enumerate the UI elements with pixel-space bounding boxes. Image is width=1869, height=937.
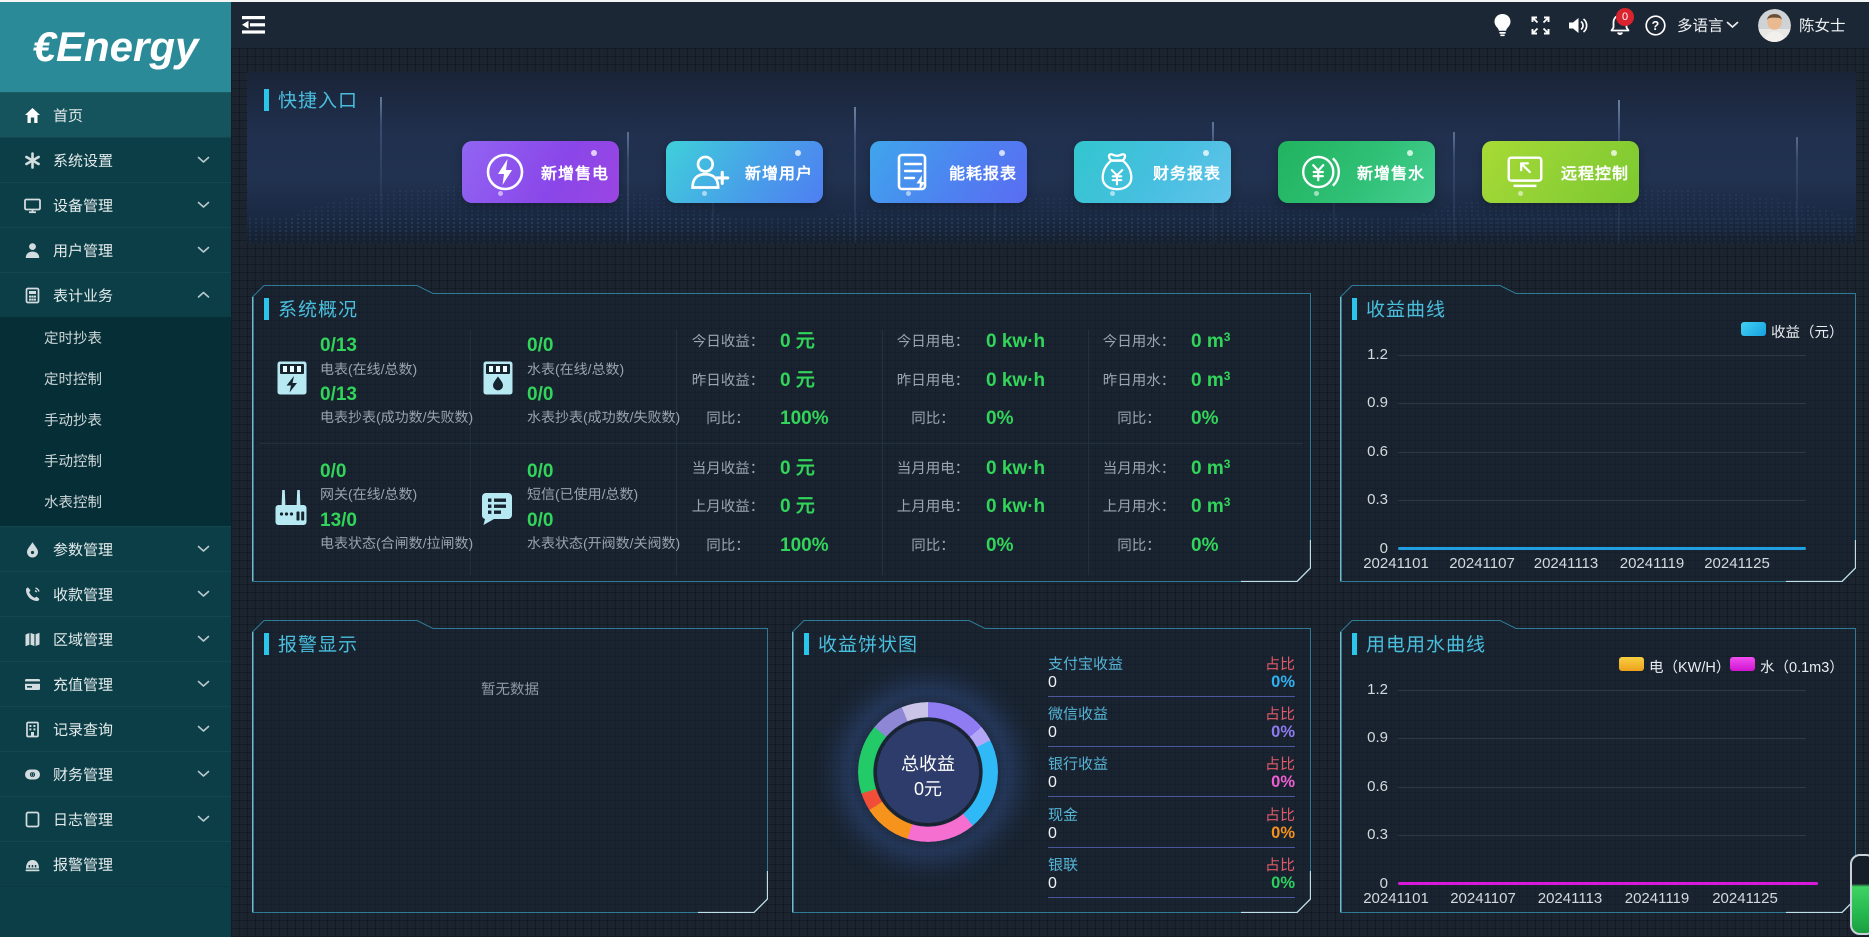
svg-text:0: 0: [31, 772, 34, 778]
svg-text:?: ?: [1652, 19, 1660, 33]
